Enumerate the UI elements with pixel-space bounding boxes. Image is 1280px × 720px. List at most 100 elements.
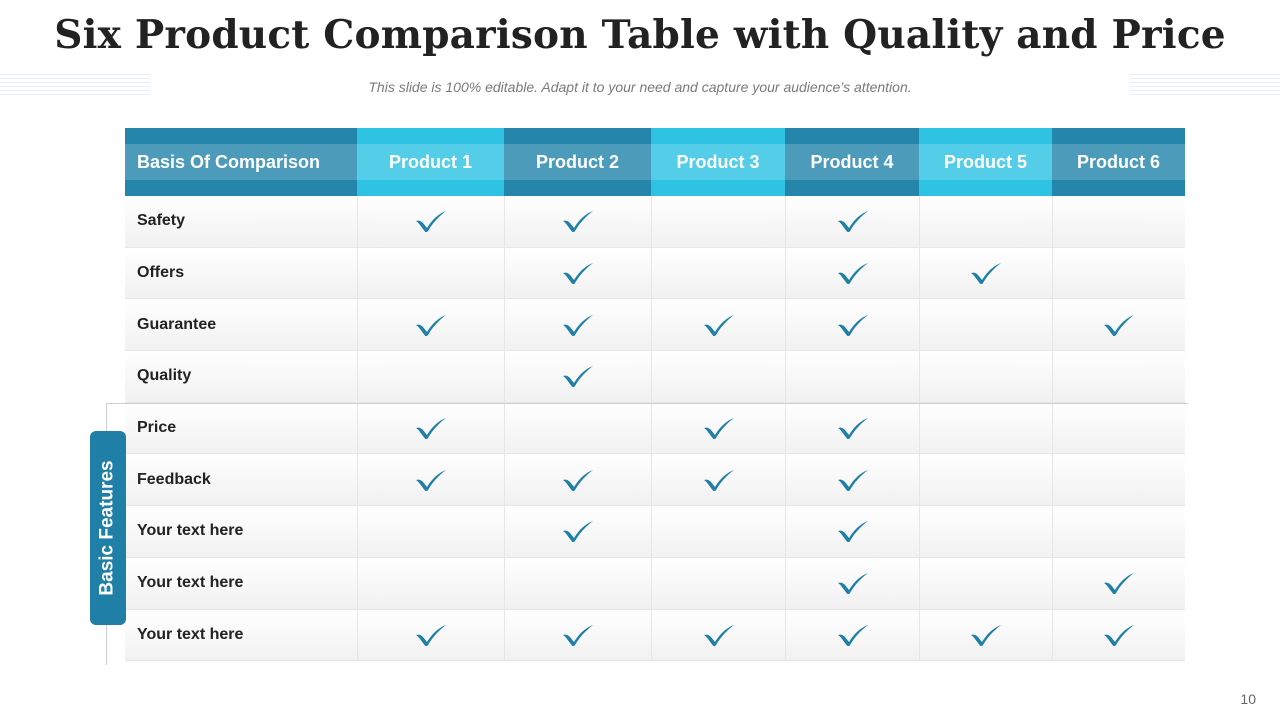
checkmark-icon xyxy=(702,468,736,492)
checkmark-icon xyxy=(414,209,448,233)
slide-title: Six Product Comparison Table with Qualit… xyxy=(54,12,1226,58)
checkmark-icon xyxy=(969,623,1003,647)
table-cell xyxy=(504,351,651,402)
table-cell xyxy=(785,609,919,661)
table-cell xyxy=(357,247,504,299)
table-cell xyxy=(1052,557,1185,609)
header-label: Product 6 xyxy=(1076,151,1160,172)
decorative-lines-right xyxy=(1130,74,1280,98)
table-cell xyxy=(357,609,504,661)
table-cell xyxy=(919,299,1052,351)
table-cell xyxy=(357,196,504,247)
checkmark-icon xyxy=(561,519,595,543)
header-basis-of-comparison: Basis Of Comparison xyxy=(125,128,357,196)
header-label: Product 1 xyxy=(388,151,472,172)
row-label: Safety xyxy=(137,212,186,230)
checkmark-icon xyxy=(702,416,736,440)
table-cell xyxy=(504,506,651,557)
table-cell xyxy=(919,609,1052,661)
table-cell xyxy=(504,557,651,609)
table-body: Safety Offers Guarantee Quality Price Feedbac… xyxy=(125,196,1185,662)
table-cell xyxy=(651,506,785,557)
checkmark-icon xyxy=(836,416,870,440)
checkmark-icon xyxy=(1102,571,1136,595)
row-label: Feedback xyxy=(137,470,211,488)
page-number: 10 xyxy=(1240,691,1256,707)
table-cell xyxy=(1052,402,1185,454)
table-cell xyxy=(504,247,651,299)
table-cell xyxy=(919,557,1052,609)
table-row: Quality xyxy=(125,351,1185,403)
checkmark-icon xyxy=(561,364,595,388)
header-product-5: Product 5 xyxy=(919,128,1052,196)
checkmark-icon xyxy=(561,313,595,337)
header-product-1: Product 1 xyxy=(357,128,504,196)
table-cell xyxy=(919,196,1052,247)
table-cell xyxy=(1052,196,1185,247)
table-cell xyxy=(651,609,785,661)
table-cell xyxy=(785,351,919,402)
row-label: Guarantee xyxy=(137,315,217,333)
table-row: Offers xyxy=(125,247,1185,300)
row-label: Price xyxy=(137,419,177,437)
header-label: Basis Of Comparison xyxy=(137,151,321,172)
table-cell xyxy=(357,557,504,609)
table-row: Guarantee xyxy=(125,299,1185,352)
checkmark-icon xyxy=(969,261,1003,285)
checkmark-icon xyxy=(1102,623,1136,647)
header-label: Product 3 xyxy=(676,151,760,172)
table-row: Your text here xyxy=(125,506,1185,558)
table-cell xyxy=(785,557,919,609)
table-cell xyxy=(357,506,504,557)
table-cell xyxy=(919,351,1052,402)
checkmark-icon xyxy=(836,261,870,285)
table-cell xyxy=(785,454,919,506)
table-cell xyxy=(1052,299,1185,351)
checkmark-icon xyxy=(414,416,448,440)
table-cell xyxy=(1052,609,1185,661)
table-cell xyxy=(651,196,785,247)
table-cell xyxy=(357,402,504,454)
table-cell xyxy=(504,609,651,661)
table-cell xyxy=(785,196,919,247)
checkmark-icon xyxy=(836,209,870,233)
checkmark-icon xyxy=(561,468,595,492)
table-cell xyxy=(504,196,651,247)
basic-features-label: Basic Features xyxy=(90,431,126,625)
table-cell xyxy=(785,506,919,557)
decorative-lines-left xyxy=(0,74,150,98)
checkmark-icon xyxy=(414,313,448,337)
table-cell xyxy=(919,454,1052,506)
table-cell xyxy=(504,402,651,454)
row-label: Quality xyxy=(137,367,192,385)
checkmark-icon xyxy=(702,313,736,337)
table-cell xyxy=(651,299,785,351)
checkmark-icon xyxy=(836,313,870,337)
table-cell xyxy=(785,247,919,299)
row-label: Your text here xyxy=(137,522,244,540)
table-cell xyxy=(919,402,1052,454)
header-product-2: Product 2 xyxy=(504,128,651,196)
checkmark-icon xyxy=(836,571,870,595)
table-cell xyxy=(504,454,651,506)
header-product-4: Product 4 xyxy=(785,128,919,196)
header-label: Product 2 xyxy=(535,151,619,172)
table-cell xyxy=(919,247,1052,299)
table-cell xyxy=(357,299,504,351)
table-cell xyxy=(357,351,504,402)
checkmark-icon xyxy=(1102,313,1136,337)
table-cell xyxy=(919,506,1052,557)
table-row: Your text here xyxy=(125,609,1185,662)
header-product-3: Product 3 xyxy=(651,128,785,196)
table-cell xyxy=(357,454,504,506)
checkmark-icon xyxy=(702,623,736,647)
checkmark-icon xyxy=(414,468,448,492)
table-cell xyxy=(785,299,919,351)
checkmark-icon xyxy=(561,623,595,647)
checkmark-icon xyxy=(561,209,595,233)
table-cell xyxy=(651,557,785,609)
table-cell xyxy=(1052,454,1185,506)
table-cell xyxy=(1052,506,1185,557)
slide-subtitle: This slide is 100% editable. Adapt it to… xyxy=(368,79,912,95)
table-cell xyxy=(651,351,785,402)
